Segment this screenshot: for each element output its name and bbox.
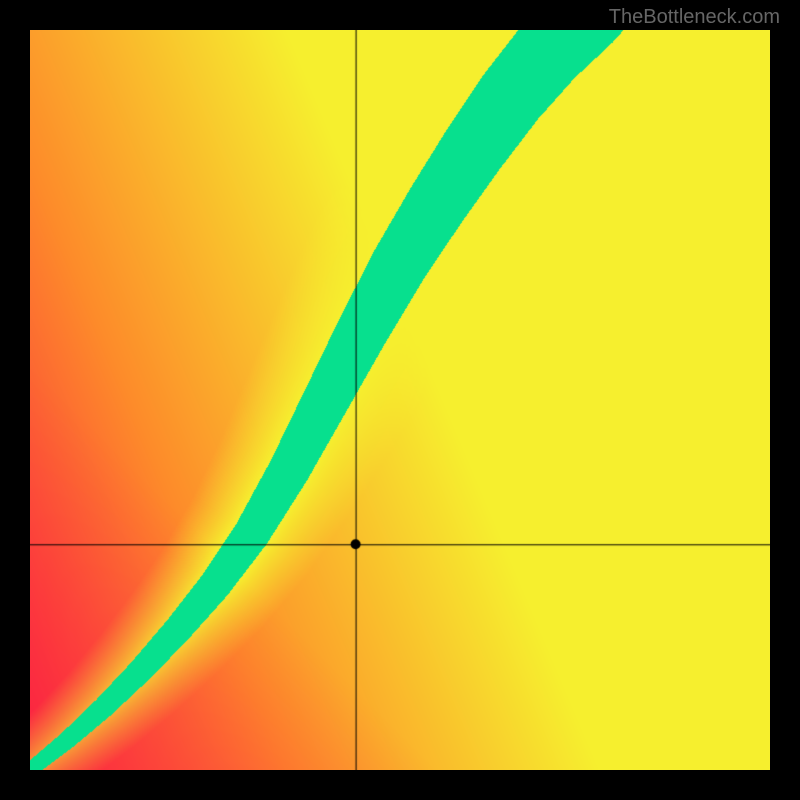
heatmap-plot [30,30,770,770]
heatmap-canvas [30,30,770,770]
chart-container: TheBottleneck.com [0,0,800,800]
watermark-text: TheBottleneck.com [609,6,780,29]
